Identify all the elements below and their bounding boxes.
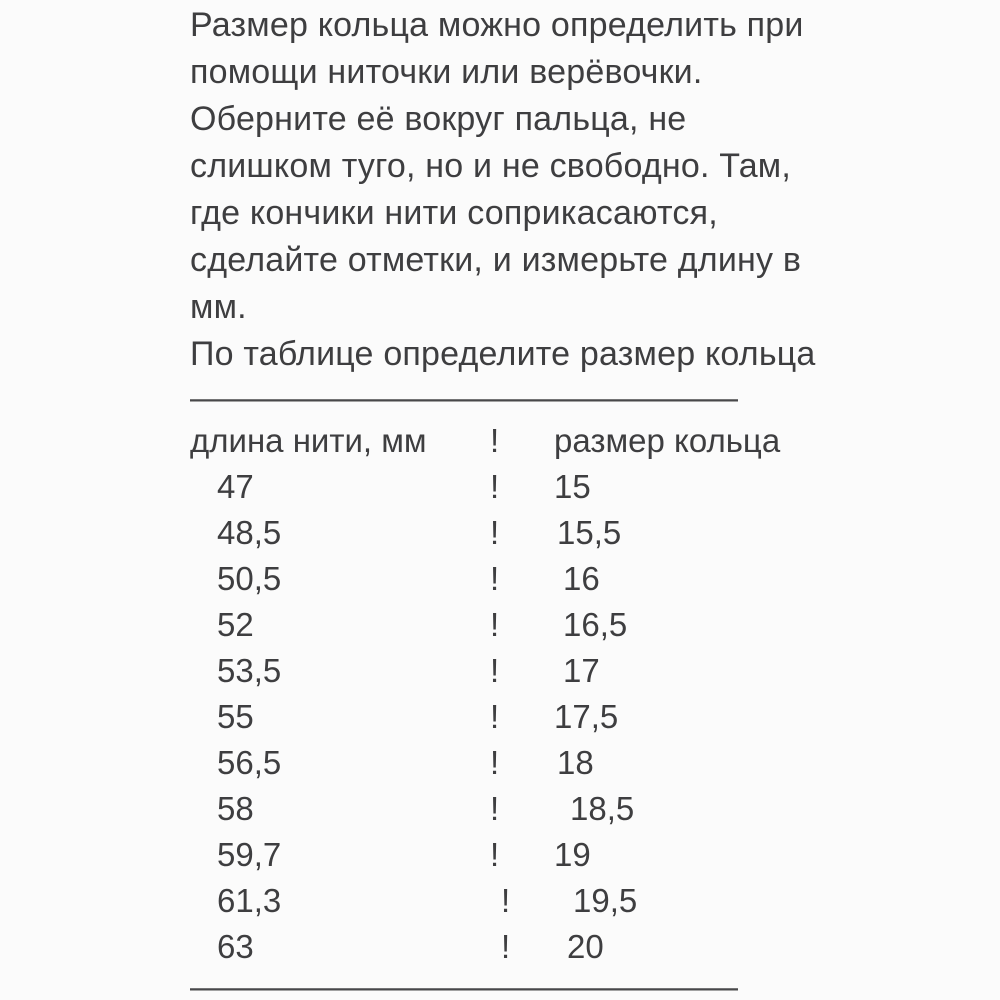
separator-cell: ! xyxy=(490,606,500,643)
separator-cell: ! xyxy=(490,836,500,873)
size-cell: 18 xyxy=(557,744,594,781)
size-cell: 19,5 xyxy=(573,882,638,919)
length-cell: 58 xyxy=(217,790,254,827)
table-bottom-divider: ————————————————— xyxy=(190,970,738,1000)
table-body: 47! 15 48,5! 15,5 50,5! 16 52! 16,5 53,5! 17 55! 17… xyxy=(190,464,830,970)
table-row: 58! 18,5 xyxy=(190,786,830,832)
size-cell: 19 xyxy=(554,836,591,873)
size-cell: 16,5 xyxy=(563,606,628,643)
intro-line: слишком туго, но и не свободно. Там, xyxy=(190,147,792,185)
intro-line: По таблице определите размер кольца xyxy=(190,335,816,373)
length-cell: 59,7 xyxy=(217,836,282,873)
table-row: 50,5! 16 xyxy=(190,556,830,602)
separator-cell: ! xyxy=(490,744,500,781)
table-row: 56,5! 18 xyxy=(190,740,830,786)
table-top-divider: ————————————————— xyxy=(190,379,738,416)
length-column-header: длина нити, мм xyxy=(190,422,427,459)
separator-cell: ! xyxy=(490,560,500,597)
table-row: 47! 15 xyxy=(190,464,830,510)
length-cell: 53,5 xyxy=(217,652,282,689)
separator-cell: ! xyxy=(501,928,511,965)
length-cell: 63 xyxy=(217,928,254,965)
separator-cell: ! xyxy=(490,790,500,827)
separator-cell: ! xyxy=(501,882,511,919)
length-cell: 47 xyxy=(217,468,254,505)
length-cell: 48,5 xyxy=(217,514,282,551)
size-cell: 16 xyxy=(563,560,600,597)
length-cell: 55 xyxy=(217,698,254,735)
table-row: 53,5! 17 xyxy=(190,648,830,694)
size-cell: 17 xyxy=(563,652,600,689)
intro-line: сделайте отметки, и измерьте длину в xyxy=(190,241,802,279)
intro-line: Оберните её вокруг пальца, не xyxy=(190,100,687,138)
intro-line: мм. xyxy=(190,288,247,326)
length-cell: 50,5 xyxy=(217,560,282,597)
length-cell: 61,3 xyxy=(217,882,282,919)
intro-line: помощи ниточки или верёвочки. xyxy=(190,53,703,91)
table-row: 59,7! 19 xyxy=(190,832,830,878)
note-content: Размер кольца можно определить при помощ… xyxy=(190,2,830,1000)
table-row: 63! 20 xyxy=(190,924,830,970)
intro-line: Размер кольца можно определить при xyxy=(190,6,804,44)
intro-paragraph: Размер кольца можно определить при помощ… xyxy=(190,2,830,378)
size-cell: 15 xyxy=(554,468,591,505)
size-cell: 20 xyxy=(567,928,604,965)
size-column-header: размер кольца xyxy=(554,422,781,459)
size-cell: 17,5 xyxy=(554,698,619,735)
table-row: 48,5! 15,5 xyxy=(190,510,830,556)
separator-cell: ! xyxy=(490,514,500,551)
size-cell: 18,5 xyxy=(570,790,635,827)
table-header-row: длина нити, мм ! размер кольца xyxy=(190,418,830,464)
separator-cell: ! xyxy=(490,652,500,689)
size-cell: 15,5 xyxy=(557,514,622,551)
table-row: 61,3! 19,5 xyxy=(190,878,830,924)
ring-size-table: длина нити, мм ! размер кольца 47! 15 48,5… xyxy=(190,418,830,970)
length-cell: 52 xyxy=(217,606,254,643)
table-row: 55! 17,5 xyxy=(190,694,830,740)
table-row: 52! 16,5 xyxy=(190,602,830,648)
intro-line: где кончики нити соприкасаются, xyxy=(190,194,718,232)
separator-column-header: ! xyxy=(490,422,500,459)
length-cell: 56,5 xyxy=(217,744,282,781)
separator-cell: ! xyxy=(490,468,500,505)
separator-cell: ! xyxy=(490,698,500,735)
